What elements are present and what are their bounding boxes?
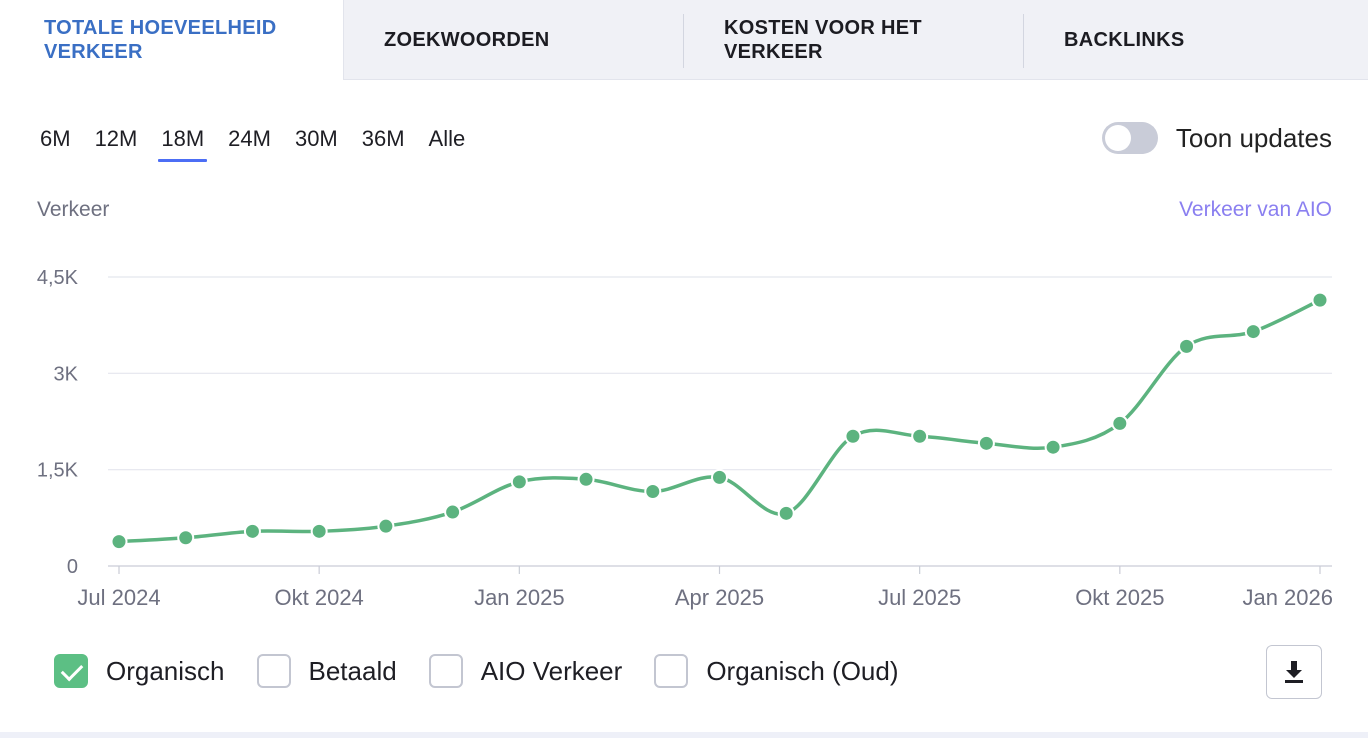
data-point (1111, 414, 1129, 432)
data-point (1044, 438, 1062, 456)
period-all[interactable]: Alle (428, 126, 466, 151)
data-point (1178, 337, 1196, 355)
data-point (310, 522, 328, 540)
y-axis-title: Verkeer (37, 198, 110, 221)
series-line-organic (117, 298, 1322, 544)
toggle-knob (1104, 125, 1131, 151)
legend-organic[interactable]: Organisch (54, 654, 225, 688)
data-point (911, 427, 929, 445)
chart-legend: Organisch Betaald AIO Verkeer Organisch … (54, 654, 931, 688)
data-point (1311, 291, 1329, 309)
legend-label: AIO Verkeer (480, 655, 623, 686)
tab-label: BACKLINKS (1064, 28, 1185, 51)
data-point (377, 517, 395, 535)
period-30m[interactable]: 30M (294, 126, 338, 151)
x-tick-label: Jan 2026 (1242, 585, 1333, 610)
data-point (444, 503, 462, 521)
y-tick-label: 1,5K (37, 460, 79, 482)
data-point (644, 483, 662, 501)
period-24m[interactable]: 24M (228, 126, 271, 151)
show-updates-toggle[interactable] (1101, 122, 1158, 154)
download-button[interactable] (1266, 645, 1322, 699)
organic-old-checkbox[interactable] (654, 654, 689, 688)
tab-divider (683, 14, 684, 68)
tab-traffic-cost[interactable]: KOSTEN VOOR HET VERKEER (684, 0, 1024, 80)
tab-keywords[interactable]: ZOEKWOORDEN (344, 0, 684, 80)
tab-label: TOTALE HOEVEELHEID VERKEER (44, 17, 277, 63)
paid-checkbox[interactable] (256, 654, 291, 688)
period-12m[interactable]: 12M (94, 126, 138, 151)
data-point (711, 468, 728, 486)
period-36m[interactable]: 36M (361, 126, 405, 151)
aio-traffic-link[interactable]: Verkeer van AIO (1179, 198, 1332, 221)
legend-label: Organisch (Oud) (706, 655, 899, 686)
legend-paid[interactable]: Betaald (256, 654, 397, 688)
x-tick-label: Jan 2025 (474, 585, 565, 610)
x-tick-label: Jul 2025 (878, 585, 961, 610)
data-point (177, 529, 195, 547)
data-point (1244, 323, 1262, 341)
download-icon (1285, 661, 1303, 683)
organic-checkbox[interactable] (54, 654, 88, 688)
data-point (844, 427, 862, 445)
data-point (243, 522, 261, 540)
y-tick-label: 4,5K (37, 267, 79, 289)
data-point (977, 434, 995, 452)
period-selector: 6M 12M 18M 24M 30M 36M Alle (40, 124, 489, 162)
series-line-halo (115, 296, 1324, 546)
data-point (510, 473, 528, 491)
legend-aio-traffic[interactable]: AIO Verkeer (428, 654, 623, 688)
legend-label: Betaald (308, 655, 397, 686)
x-tick-label: Jul 2024 (77, 585, 160, 610)
legend-organic-old[interactable]: Organisch (Oud) (654, 654, 899, 688)
tab-label: ZOEKWOORDEN (384, 28, 550, 51)
show-updates-control: Toon updates (1101, 122, 1332, 154)
y-tick-label: 3K (54, 363, 79, 385)
legend-label: Organisch (106, 655, 225, 686)
x-tick-label: Apr 2025 (675, 585, 764, 610)
period-18m[interactable]: 18M (158, 124, 207, 162)
tab-divider (1023, 14, 1024, 68)
period-6m[interactable]: 6M (40, 126, 71, 151)
data-point (110, 533, 128, 551)
data-point (777, 504, 795, 522)
tab-bar: TOTALE HOEVEELHEID VERKEER ZOEKWOORDEN K… (0, 0, 1368, 80)
tab-label: KOSTEN VOOR HET VERKEER (724, 16, 922, 63)
y-tick-label: 0 (67, 556, 78, 578)
x-tick-label: Okt 2024 (275, 585, 364, 610)
tab-backlinks[interactable]: BACKLINKS (1024, 0, 1368, 80)
data-point (577, 470, 595, 488)
x-tick-label: Okt 2025 (1075, 585, 1164, 610)
tab-total-traffic[interactable]: TOTALE HOEVEELHEID VERKEER (0, 0, 344, 80)
aio-traffic-checkbox[interactable] (428, 654, 463, 688)
show-updates-label: Toon updates (1175, 122, 1332, 153)
traffic-line-chart: 0 1,5K 3K 4,5K Jul 2024 Okt 2024 Jan 2025 Apr 2… (37, 267, 1333, 610)
